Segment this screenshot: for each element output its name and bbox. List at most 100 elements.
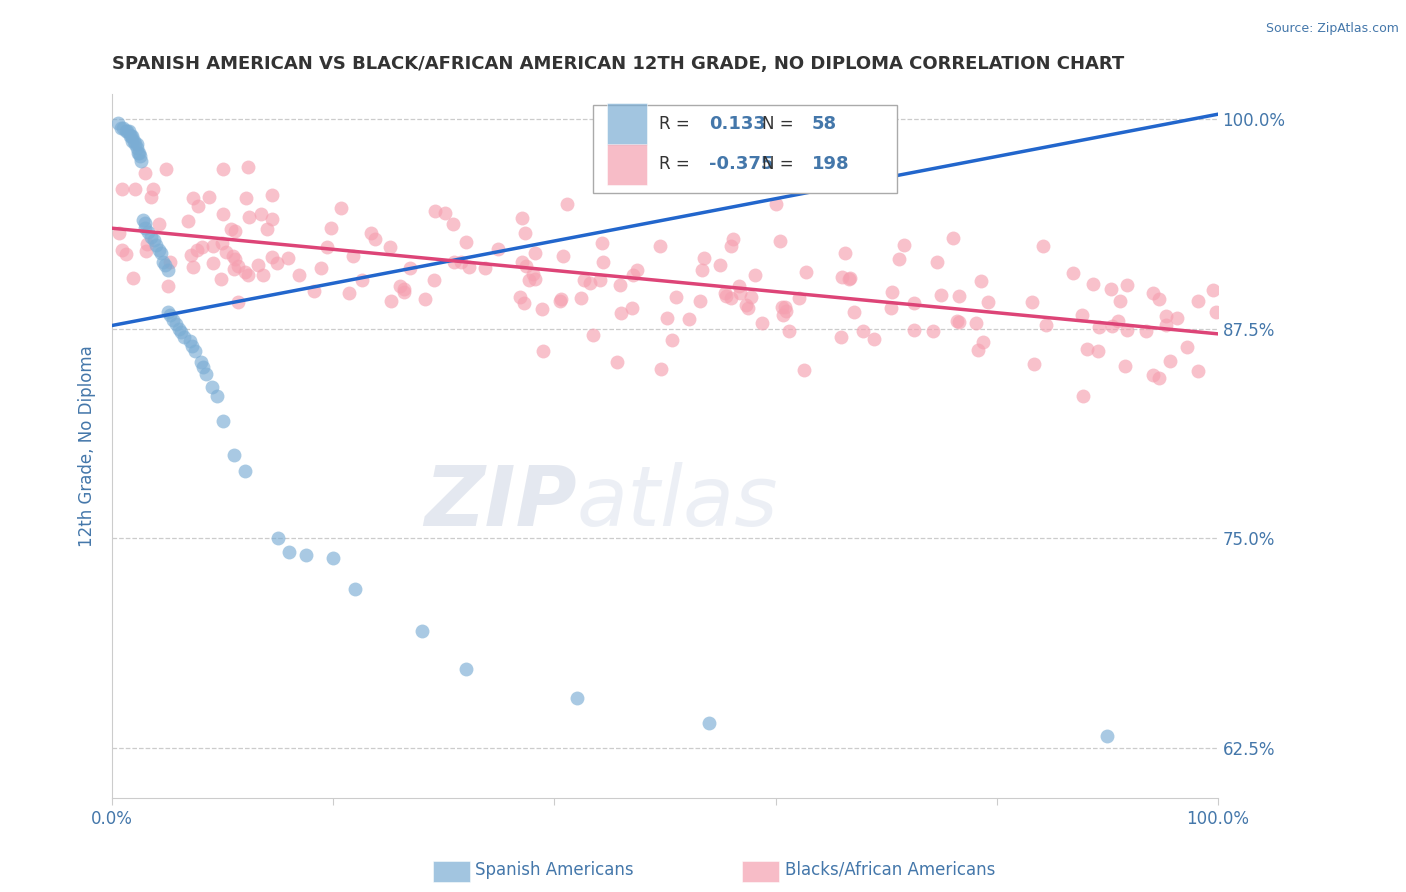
Point xyxy=(364,232,387,246)
Point xyxy=(398,261,420,276)
Point xyxy=(201,380,224,394)
Point xyxy=(155,258,177,272)
Point xyxy=(1205,305,1227,319)
Point xyxy=(714,286,737,301)
Point xyxy=(510,255,533,269)
Point xyxy=(413,292,436,306)
Point xyxy=(191,239,214,253)
Point xyxy=(921,324,943,338)
Point xyxy=(107,115,129,129)
Point xyxy=(517,273,540,287)
Point xyxy=(118,129,141,144)
Point xyxy=(222,448,245,462)
Point xyxy=(422,273,444,287)
Point xyxy=(260,188,283,202)
Point xyxy=(1142,285,1164,300)
Point xyxy=(522,267,544,281)
Point xyxy=(177,214,200,228)
Point xyxy=(155,161,177,176)
Point xyxy=(1070,308,1092,322)
Point xyxy=(1135,324,1157,338)
Point xyxy=(266,256,288,270)
Point xyxy=(773,300,796,314)
Point xyxy=(678,312,700,326)
Point xyxy=(181,191,204,205)
Point xyxy=(162,313,184,327)
Point xyxy=(970,274,993,288)
Text: Blacks/African Americans: Blacks/African Americans xyxy=(785,861,995,879)
Point xyxy=(224,252,246,266)
Point xyxy=(148,217,170,231)
Point xyxy=(606,355,628,369)
Point xyxy=(1107,314,1129,328)
Point xyxy=(112,120,135,135)
Text: SPANISH AMERICAN VS BLACK/AFRICAN AMERICAN 12TH GRADE, NO DIPLOMA CORRELATION CH: SPANISH AMERICAN VS BLACK/AFRICAN AMERIC… xyxy=(112,55,1125,73)
Point xyxy=(458,260,481,274)
Point xyxy=(650,362,672,376)
Point xyxy=(880,285,903,299)
Point xyxy=(180,338,202,352)
Text: 58: 58 xyxy=(813,115,837,133)
Point xyxy=(134,221,156,235)
Point xyxy=(1154,318,1177,333)
Point xyxy=(948,315,970,329)
Point xyxy=(180,248,202,262)
Point xyxy=(1166,311,1188,326)
Point xyxy=(262,212,284,227)
Point xyxy=(929,288,952,302)
Point xyxy=(1149,371,1171,385)
Point xyxy=(222,248,245,262)
Point xyxy=(288,268,311,283)
Point xyxy=(115,247,138,261)
Point xyxy=(145,238,167,252)
Point xyxy=(1095,729,1118,743)
Point xyxy=(159,309,181,323)
Point xyxy=(202,255,225,269)
Point xyxy=(572,272,595,286)
Point xyxy=(179,334,201,348)
Point xyxy=(977,295,1000,310)
Point xyxy=(236,268,259,283)
Point xyxy=(735,298,758,312)
Point xyxy=(693,251,716,265)
Point xyxy=(278,545,301,559)
Point xyxy=(1071,389,1094,403)
Point xyxy=(579,276,602,290)
Point xyxy=(246,258,269,272)
Point xyxy=(863,332,886,346)
Point xyxy=(1202,283,1225,297)
Point xyxy=(610,306,633,320)
Point xyxy=(1187,293,1209,308)
Text: Source: ZipAtlas.com: Source: ZipAtlas.com xyxy=(1265,22,1399,36)
Point xyxy=(181,260,204,274)
Point xyxy=(714,289,737,303)
Point xyxy=(744,268,766,282)
Point xyxy=(620,301,643,315)
Point xyxy=(831,269,853,284)
Point xyxy=(380,293,402,308)
Point xyxy=(838,272,860,286)
Point xyxy=(233,265,256,279)
Point xyxy=(222,262,245,277)
Point xyxy=(1154,309,1177,323)
Point xyxy=(226,259,249,273)
Point xyxy=(262,251,284,265)
Point xyxy=(531,343,554,358)
Point xyxy=(1035,318,1057,332)
Point xyxy=(322,551,344,566)
Point xyxy=(170,325,193,339)
Point xyxy=(235,191,257,205)
Point xyxy=(925,254,948,268)
Point xyxy=(1149,292,1171,306)
Point xyxy=(1177,340,1199,354)
Point xyxy=(134,216,156,230)
Point xyxy=(207,389,229,403)
Point xyxy=(252,268,274,283)
Point xyxy=(191,360,214,375)
Point xyxy=(236,160,259,174)
Point xyxy=(159,255,181,269)
Point xyxy=(321,220,343,235)
Point xyxy=(830,329,852,343)
Point xyxy=(309,260,332,275)
Point xyxy=(591,236,613,251)
